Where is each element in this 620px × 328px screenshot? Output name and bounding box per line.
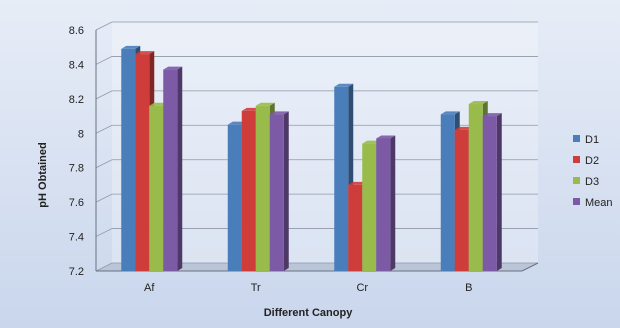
y-tick-label: 7.8 — [69, 163, 84, 175]
bar-front — [149, 105, 164, 271]
bars — [121, 45, 502, 272]
bar-Cr-Mean — [376, 135, 396, 271]
bar-front — [348, 184, 363, 271]
legend: D1 D2 D3 Mean — [573, 134, 613, 209]
legend-label: D1 — [585, 134, 599, 146]
bar-front — [362, 143, 377, 271]
bar-Tr-Mean — [269, 111, 289, 271]
legend-item-D3: D3 — [573, 176, 599, 188]
gridlines — [95, 21, 538, 272]
bar-front — [227, 124, 242, 271]
legend-item-D2: D2 — [573, 155, 599, 167]
bar-top — [135, 51, 155, 55]
legend-swatch — [573, 198, 580, 205]
gridline — [95, 90, 538, 100]
bar-front — [482, 116, 497, 271]
bar-front — [121, 48, 136, 271]
bar-side — [283, 111, 289, 271]
x-tick-label: Af — [144, 282, 155, 294]
gridline — [95, 56, 538, 65]
y-tick-label: 7.4 — [69, 232, 84, 244]
bar-Af-Mean — [163, 66, 183, 271]
bar-top — [163, 66, 183, 70]
y-tick-label: 8.2 — [69, 94, 84, 106]
bar-top — [440, 111, 460, 115]
legend-label: Mean — [585, 197, 613, 209]
bar-top — [255, 102, 275, 106]
legend-swatch — [573, 177, 580, 184]
bar-side — [496, 113, 502, 271]
y-axis-title: pH Obtained — [37, 142, 49, 207]
gridline — [95, 159, 538, 169]
y-tick-label: 8.4 — [69, 59, 84, 71]
bar-front — [255, 105, 270, 271]
tick-labels: 7.2 7.4 7.6 7.8 8 8.2 8.4 8.6 Af Tr Cr B — [69, 25, 473, 294]
bar-side — [177, 66, 183, 271]
bar-front — [163, 69, 178, 271]
x-tick-label: Tr — [251, 282, 261, 294]
y-tick-label: 7.2 — [69, 266, 84, 278]
x-axis-edge — [521, 262, 539, 272]
bar-front — [135, 54, 150, 271]
bar-front — [269, 114, 284, 271]
bar-top — [121, 45, 141, 49]
y-tick-label: 8.6 — [69, 25, 84, 37]
bar-top — [334, 83, 354, 87]
bar-top — [468, 101, 488, 105]
bar-side — [390, 135, 396, 271]
plot-floor — [96, 263, 538, 271]
gridline — [95, 193, 538, 203]
bar-front — [376, 138, 391, 271]
y-tick-label: 7.6 — [69, 197, 84, 209]
gridline — [95, 228, 538, 237]
x-tick-label: B — [465, 282, 472, 294]
x-tick-label: Cr — [356, 282, 368, 294]
bar-top — [482, 113, 502, 117]
legend-label: D2 — [585, 155, 599, 167]
legend-item-D1: D1 — [573, 134, 599, 146]
bar-B-Mean — [482, 113, 502, 271]
x-axis-title: Different Canopy — [264, 307, 354, 319]
gridline — [95, 262, 538, 272]
legend-item-Mean: Mean — [573, 197, 613, 209]
bar-front — [334, 86, 349, 271]
legend-swatch — [573, 135, 580, 142]
legend-swatch — [573, 156, 580, 163]
legend-label: D3 — [585, 176, 599, 188]
bar-front — [468, 104, 483, 272]
bar-top — [376, 135, 396, 139]
y-tick-label: 8 — [78, 128, 84, 140]
bar-top — [269, 111, 289, 115]
bar-front — [241, 110, 256, 272]
gridline — [95, 21, 538, 31]
plot-back-wall — [112, 22, 538, 263]
gridline — [95, 124, 538, 134]
bar-front — [440, 114, 455, 271]
bar-front — [454, 129, 469, 271]
